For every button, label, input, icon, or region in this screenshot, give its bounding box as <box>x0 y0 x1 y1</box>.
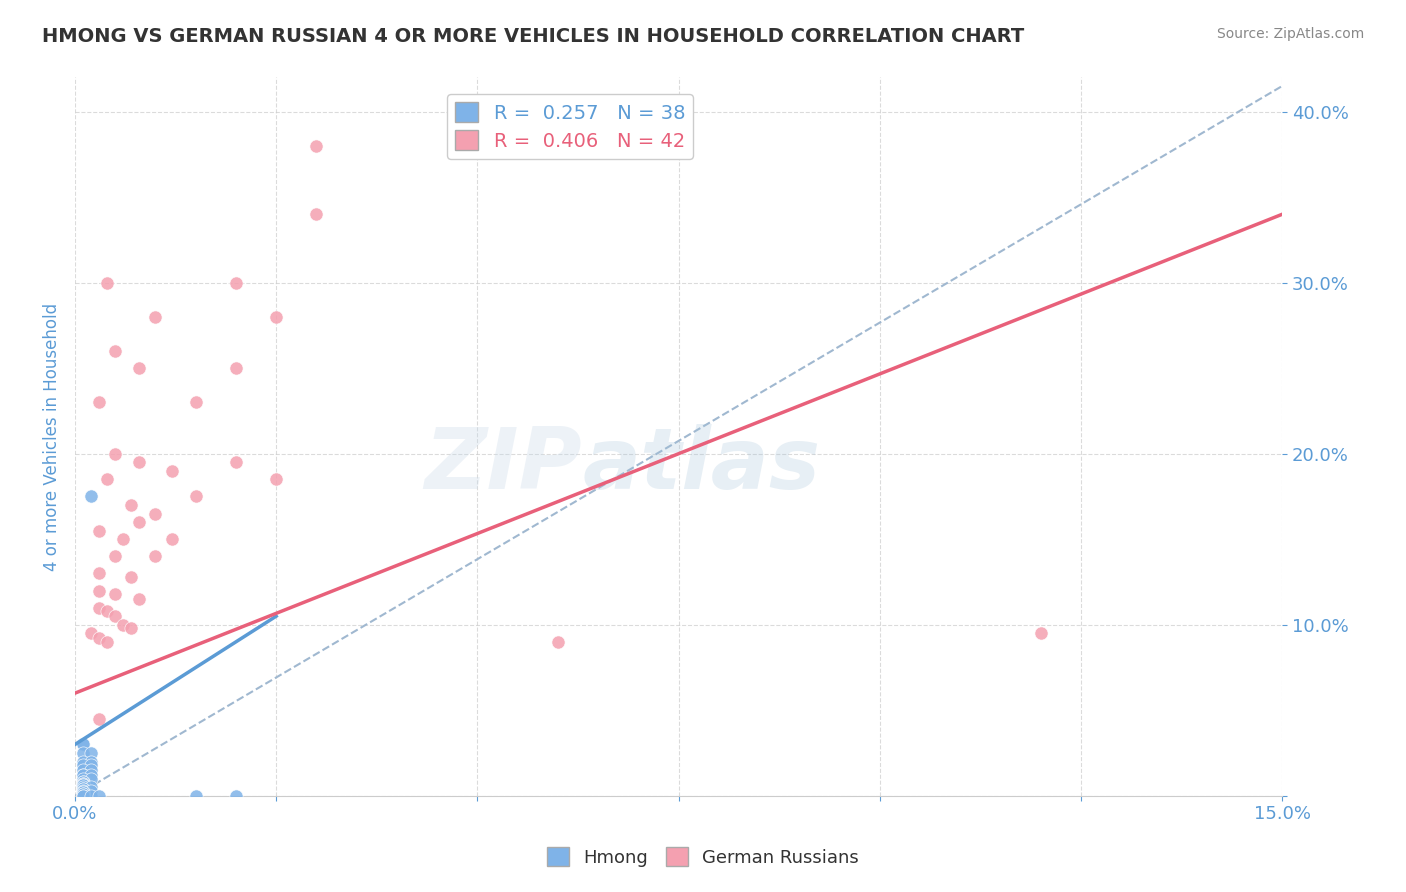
Point <box>72 780 94 795</box>
Point <box>89 524 111 538</box>
Point <box>96 472 118 486</box>
Y-axis label: 4 or more Vehicles in Household: 4 or more Vehicles in Household <box>44 302 60 571</box>
Point <box>145 310 167 324</box>
Point <box>72 775 94 789</box>
Point <box>80 783 103 797</box>
Point <box>80 772 103 786</box>
Text: Source: ZipAtlas.com: Source: ZipAtlas.com <box>1216 27 1364 41</box>
Point <box>72 779 94 793</box>
Point <box>72 746 94 760</box>
Point <box>72 779 94 793</box>
Point <box>128 455 150 469</box>
Point <box>72 777 94 791</box>
Point <box>80 490 103 504</box>
Point <box>160 533 183 547</box>
Point <box>184 490 207 504</box>
Point <box>104 587 127 601</box>
Point <box>128 361 150 376</box>
Point <box>72 787 94 801</box>
Point <box>72 755 94 769</box>
Point <box>89 566 111 581</box>
Point <box>305 139 328 153</box>
Point <box>128 515 150 529</box>
Point <box>128 592 150 607</box>
Point <box>80 789 103 803</box>
Point <box>96 276 118 290</box>
Point <box>80 755 103 769</box>
Point <box>72 785 94 799</box>
Point <box>225 361 247 376</box>
Point <box>104 447 127 461</box>
Point <box>145 549 167 564</box>
Point <box>72 758 94 772</box>
Point <box>72 738 94 752</box>
Point <box>104 549 127 564</box>
Point <box>80 763 103 777</box>
Point <box>72 738 94 752</box>
Point <box>184 395 207 409</box>
Point <box>89 583 111 598</box>
Legend: R =  0.257   N = 38, R =  0.406   N = 42: R = 0.257 N = 38, R = 0.406 N = 42 <box>447 95 693 159</box>
Legend: Hmong, German Russians: Hmong, German Russians <box>540 840 866 874</box>
Point <box>112 617 135 632</box>
Point <box>72 772 94 786</box>
Point <box>80 626 103 640</box>
Point <box>120 621 142 635</box>
Point <box>72 768 94 782</box>
Point <box>80 746 103 760</box>
Point <box>104 344 127 359</box>
Point <box>72 781 94 796</box>
Point <box>72 777 94 791</box>
Point <box>89 632 111 646</box>
Point <box>112 533 135 547</box>
Point <box>104 609 127 624</box>
Point <box>264 472 287 486</box>
Point <box>120 498 142 512</box>
Point <box>89 395 111 409</box>
Point <box>72 775 94 789</box>
Point <box>225 455 247 469</box>
Point <box>72 789 94 803</box>
Point <box>72 768 94 782</box>
Point <box>89 789 111 803</box>
Point <box>225 789 247 803</box>
Text: HMONG VS GERMAN RUSSIAN 4 OR MORE VEHICLES IN HOUSEHOLD CORRELATION CHART: HMONG VS GERMAN RUSSIAN 4 OR MORE VEHICL… <box>42 27 1025 45</box>
Point <box>72 783 94 797</box>
Point <box>225 276 247 290</box>
Point <box>120 570 142 584</box>
Point <box>80 758 103 772</box>
Point <box>184 789 207 803</box>
Point <box>96 604 118 618</box>
Point <box>160 464 183 478</box>
Point <box>89 712 111 726</box>
Point <box>305 207 328 221</box>
Point <box>264 310 287 324</box>
Text: ZIP: ZIP <box>425 424 582 507</box>
Point <box>72 789 94 803</box>
Text: atlas: atlas <box>582 424 820 507</box>
Point <box>1029 626 1052 640</box>
Point <box>72 763 94 777</box>
Point <box>80 780 103 795</box>
Point <box>80 768 103 782</box>
Point <box>72 787 94 801</box>
Point <box>89 600 111 615</box>
Point <box>96 635 118 649</box>
Point <box>72 781 94 796</box>
Point <box>72 785 94 799</box>
Point <box>145 507 167 521</box>
Point <box>547 635 569 649</box>
